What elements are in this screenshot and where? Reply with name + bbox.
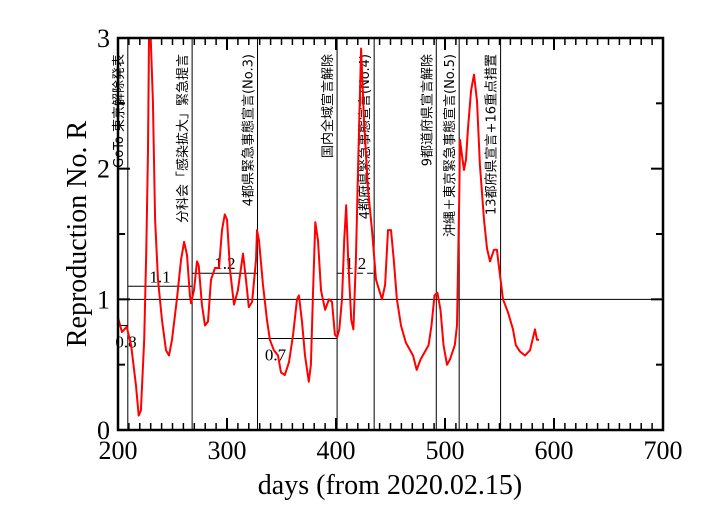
event-label: 国内全域宣言解除 (320, 54, 336, 158)
level-label: 1.2 (214, 254, 235, 273)
y-tick-label: 3 (97, 24, 110, 53)
event-label: 9都道府県宣言解除 (419, 54, 435, 166)
x-tick-label: 200 (99, 436, 138, 465)
y-tick-label: 0 (97, 416, 110, 445)
event-label: 4都県緊急事態宣言(No.3) (241, 54, 257, 206)
event-label: 13都府県宣言+16重点措置 (484, 54, 500, 215)
y-axis-label: Reproduction No. R (62, 121, 93, 348)
x-tick-label: 400 (317, 436, 356, 465)
y-tick-label: 2 (97, 155, 110, 184)
x-tick-label: 500 (426, 436, 465, 465)
y-tick-label: 1 (97, 285, 110, 314)
x-axis-label: days (from 2020.02.15) (258, 470, 522, 501)
event-label: 分科会「感染拡大」緊急提言 (175, 54, 191, 223)
x-tick-label: 300 (208, 436, 247, 465)
series-line-r (118, 38, 540, 417)
x-tick-label: 600 (535, 436, 574, 465)
event-label: 沖縄＋東京緊急事態宣言(No.5) (442, 54, 458, 237)
plot-frame (116, 36, 665, 432)
level-label: 1.1 (149, 267, 170, 286)
level-label: 0.7 (265, 346, 287, 365)
x-tick-label: 700 (644, 436, 683, 465)
